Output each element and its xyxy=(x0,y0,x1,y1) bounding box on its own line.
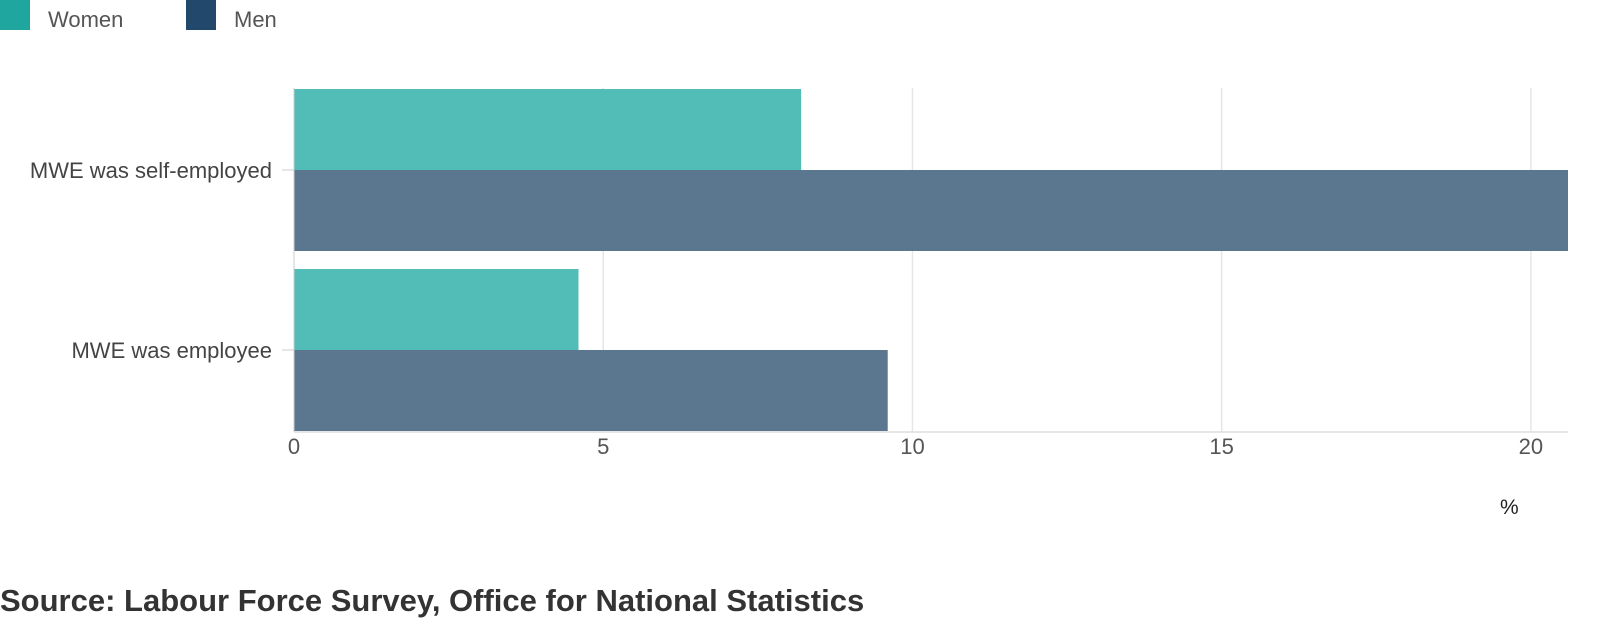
legend-label-men: Men xyxy=(234,7,277,32)
legend-label-women: Women xyxy=(48,7,124,32)
x-tick-label: 10 xyxy=(900,434,924,459)
bar-women-2 xyxy=(294,269,579,350)
x-axis-unit-label: % xyxy=(1500,496,1519,519)
legend-swatch-men xyxy=(186,0,216,30)
bar-men-1 xyxy=(294,170,1568,251)
source-note: Source: Labour Force Survey, Office for … xyxy=(0,583,865,618)
legend-swatch-women xyxy=(0,0,30,30)
category-label: MWE was self-employed xyxy=(30,158,272,183)
x-tick-label: 15 xyxy=(1209,434,1233,459)
category-label: MWE was employee xyxy=(71,338,272,363)
x-tick-label: 0 xyxy=(288,434,300,459)
x-tick-label: 20 xyxy=(1519,434,1543,459)
bar-women-1 xyxy=(294,89,802,170)
x-tick-label: 5 xyxy=(597,434,609,459)
bar-men-2 xyxy=(294,350,888,431)
bar-chart: MWE was self-employed MWE was employee 0 5 1… xyxy=(30,88,1568,459)
